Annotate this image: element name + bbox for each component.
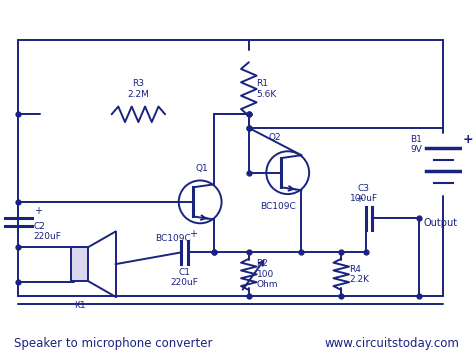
Text: R4
2.2K: R4 2.2K: [349, 265, 369, 284]
Text: C2: C2: [34, 222, 46, 231]
Text: 220uF: 220uF: [170, 278, 198, 287]
Text: +: +: [463, 133, 474, 146]
Text: K1: K1: [73, 300, 85, 310]
Text: BC109C: BC109C: [155, 234, 191, 243]
Bar: [71, 247, 88, 281]
Text: Q2: Q2: [268, 132, 281, 141]
Text: C3: C3: [357, 184, 370, 193]
Text: R1
5.6K: R1 5.6K: [256, 79, 277, 99]
Text: 9V: 9V: [410, 145, 422, 154]
Text: Q1: Q1: [195, 164, 208, 173]
Text: www.circuitstoday.com: www.circuitstoday.com: [325, 337, 460, 350]
Text: B1: B1: [410, 135, 422, 144]
Text: 100uF: 100uF: [349, 194, 378, 203]
Text: +: +: [355, 194, 363, 204]
Text: +: +: [34, 206, 42, 216]
Text: Speaker to microphone converter: Speaker to microphone converter: [14, 337, 213, 350]
Text: C1: C1: [178, 268, 190, 277]
Text: R3
2.2M: R3 2.2M: [128, 79, 149, 99]
Text: R2
100
Ohm: R2 100 Ohm: [256, 260, 278, 289]
Text: 220uF: 220uF: [34, 232, 62, 241]
Text: BC109C: BC109C: [260, 202, 296, 211]
Text: Output: Output: [424, 218, 458, 228]
Text: +: +: [190, 229, 198, 239]
